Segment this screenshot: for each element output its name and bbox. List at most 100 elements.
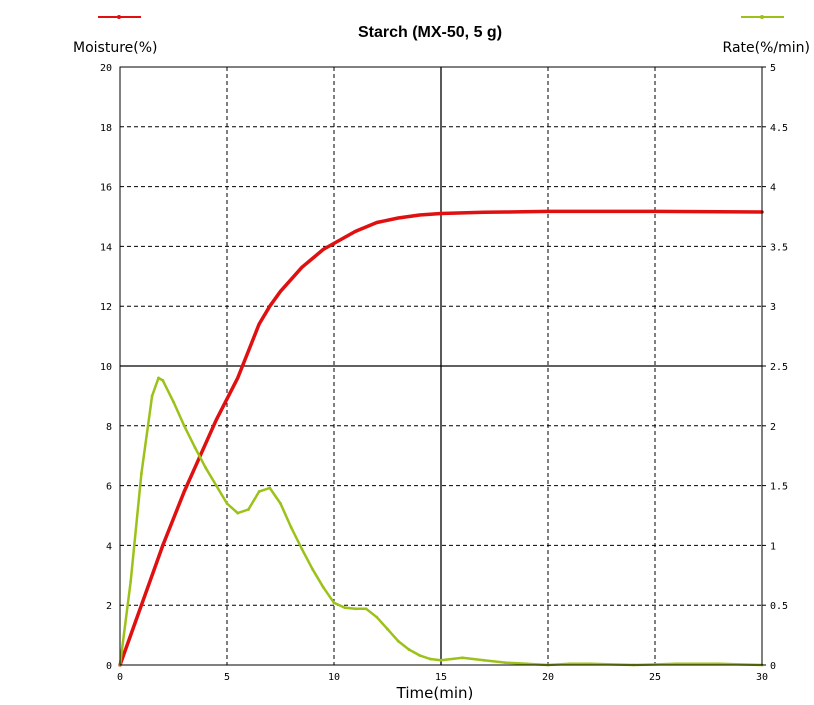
moisture-point	[589, 210, 593, 213]
y-left-tick-label: 18	[100, 123, 112, 134]
moisture-point	[193, 466, 197, 470]
y-left-tick-label: 4	[106, 541, 112, 552]
legend-rate-marker	[741, 15, 784, 19]
rate-point	[268, 486, 272, 490]
moisture-point	[247, 349, 250, 353]
y-right-tick-label: 0	[770, 661, 776, 672]
y-right-tick-label: 0.5	[770, 601, 788, 612]
moisture-point	[140, 603, 143, 607]
y-left-tick-label: 16	[100, 183, 112, 194]
rate-point	[225, 502, 229, 505]
moisture-point	[321, 247, 325, 251]
rate-point	[247, 508, 250, 511]
series-layer	[118, 209, 764, 667]
x-tick-label: 25	[649, 672, 661, 683]
y-left-tick-label: 6	[106, 482, 112, 493]
rate-point	[386, 627, 389, 631]
x-tick-label: 20	[542, 672, 554, 683]
y-right-tick-label: 3	[770, 302, 776, 313]
moisture-point	[129, 633, 133, 637]
chart-title: Starch (MX-50, 5 g)	[358, 24, 502, 41]
rate-point	[289, 526, 293, 529]
y-left-tick-label: 14	[100, 242, 112, 253]
legend-moisture-marker	[98, 15, 141, 19]
moisture-point	[257, 322, 261, 326]
rate-point	[257, 490, 261, 493]
moisture-point	[396, 216, 400, 220]
moisture-point	[161, 544, 165, 547]
moisture-point	[439, 212, 443, 215]
grid-lines	[120, 67, 762, 665]
rate-point	[439, 658, 443, 662]
rate-point	[236, 511, 240, 515]
rate-point	[332, 601, 336, 605]
rate-point	[157, 376, 160, 380]
rate-point	[321, 585, 325, 589]
y-left-tick-label: 2	[106, 601, 112, 612]
moisture-point	[268, 304, 272, 308]
rate-point	[503, 661, 507, 665]
tick-labels: 0 5 10 15 20 25 300246810121416182000.511.522.…	[100, 63, 788, 683]
moisture-point	[546, 210, 550, 213]
y-right-axis-title: Rate(%/min)	[723, 40, 810, 56]
y-left-axis-title: Moisture(%)	[73, 40, 157, 56]
y-right-tick-label: 3.5	[770, 242, 788, 253]
rate-point	[204, 466, 208, 470]
y-left-tick-label: 12	[100, 302, 112, 313]
moisture-point	[279, 289, 282, 293]
series-moisture-line	[118, 209, 764, 667]
rate-point	[214, 484, 218, 487]
moisture-point	[182, 490, 186, 493]
rate-point	[354, 607, 357, 611]
moisture-point	[503, 210, 507, 214]
rate-point	[461, 656, 464, 660]
rate-point	[364, 607, 368, 611]
moisture-point	[225, 397, 229, 401]
x-tick-label: 30	[756, 672, 768, 683]
moisture-point	[461, 211, 464, 215]
y-left-tick-label: 0	[106, 661, 112, 672]
y-left-tick-label: 20	[100, 63, 112, 74]
rate-point	[375, 615, 379, 619]
y-right-tick-label: 1.5	[770, 482, 788, 493]
y-right-tick-label: 4	[770, 183, 776, 194]
moisture-point	[375, 221, 379, 224]
y-right-tick-label: 5	[770, 63, 776, 74]
moisture-point	[236, 376, 240, 380]
rate-point	[396, 639, 400, 643]
x-tick-label: 5	[224, 672, 230, 683]
rate-point	[129, 579, 133, 583]
rate-point	[193, 445, 197, 449]
rate-point	[150, 394, 154, 398]
moisture-point	[204, 442, 208, 446]
moisture-point	[418, 213, 421, 217]
x-tick-label: 15	[435, 672, 447, 683]
rate-point	[140, 472, 143, 476]
moisture-point	[717, 210, 721, 214]
y-left-tick-label: 8	[106, 422, 112, 433]
y-right-tick-label: 4.5	[770, 123, 788, 134]
moisture-point	[332, 242, 336, 245]
y-right-tick-label: 2	[770, 422, 776, 433]
rate-point	[172, 400, 175, 404]
moisture-point	[354, 230, 357, 233]
moisture-point	[172, 517, 175, 520]
y-right-tick-label: 1	[770, 541, 776, 552]
rate-point	[300, 547, 304, 551]
x-axis-title: Time(min)	[396, 684, 474, 702]
moisture-point	[214, 418, 218, 422]
moisture-point	[289, 277, 293, 281]
rate-point	[279, 502, 282, 505]
rate-point	[182, 424, 186, 428]
rate-point	[428, 657, 432, 661]
x-tick-label: 0	[117, 672, 123, 683]
moisture-point	[482, 210, 486, 214]
rate-point	[482, 658, 486, 662]
rate-point	[311, 567, 314, 571]
moisture-point	[300, 265, 304, 269]
rate-point	[343, 606, 347, 609]
rate-point	[407, 648, 411, 651]
x-tick-label: 10	[328, 672, 340, 683]
